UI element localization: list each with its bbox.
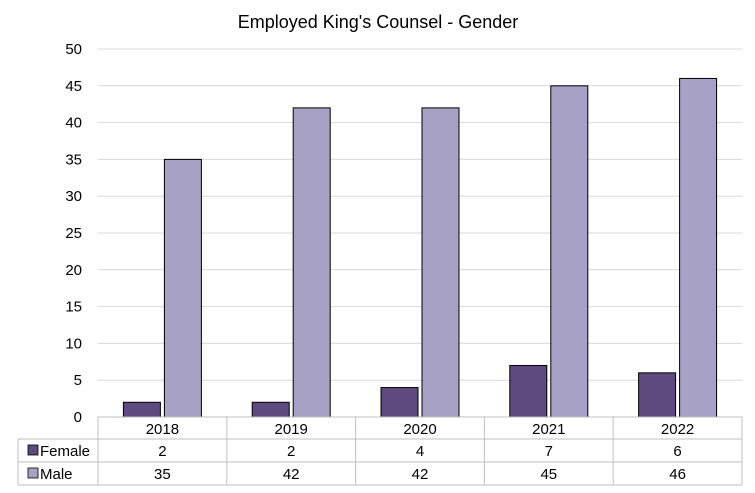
y-axis-ticks: 0 5 10 15 20 25 30 35 40 45 50 (65, 41, 82, 426)
y-tick-label: 20 (65, 262, 82, 279)
y-tick-label: 45 (65, 78, 82, 95)
x-tick-label: 2018 (146, 421, 179, 438)
y-tick-label: 30 (65, 188, 82, 205)
y-tick-label: 35 (65, 151, 82, 168)
y-tick-label: 25 (65, 225, 82, 242)
bar-male-2021 (550, 85, 589, 418)
bar-male-2019 (292, 107, 331, 418)
data-label-male: 46 (669, 466, 686, 483)
y-tick-label: 5 (74, 372, 82, 389)
data-label-female: 7 (545, 443, 553, 460)
y-tick-label: 40 (65, 115, 82, 132)
gridlines (98, 48, 742, 381)
x-tick-label: 2021 (532, 421, 565, 438)
data-label-male: 42 (283, 466, 300, 483)
bar-female-2020 (380, 387, 419, 418)
y-tick-label: 10 (65, 335, 82, 352)
x-tick-label: 2022 (661, 421, 694, 438)
data-label-female: 4 (416, 443, 424, 460)
bar-female-2019 (251, 401, 290, 418)
bar-female-2018 (122, 401, 161, 418)
legend-swatch-male (27, 467, 39, 479)
bar-male-2018 (163, 158, 202, 418)
data-table: 2018 2019 2020 2021 2022 Female 2 2 4 7 6 Male 35 42 4… (17, 417, 743, 486)
data-label-male: 45 (540, 466, 557, 483)
x-tick-label: 2019 (275, 421, 308, 438)
y-tick-label: 50 (65, 41, 82, 58)
bars (122, 77, 718, 418)
bar-male-2022 (679, 77, 718, 418)
data-label-female: 2 (158, 443, 166, 460)
y-tick-label: 0 (74, 409, 82, 426)
data-label-male: 35 (154, 466, 171, 483)
bar-female-2022 (638, 372, 677, 418)
data-label-female: 2 (287, 443, 295, 460)
chart-title: Employed King's Counsel - Gender (238, 12, 519, 32)
x-tick-label: 2020 (403, 421, 436, 438)
data-label-female: 6 (673, 443, 681, 460)
legend-label-male: Male (40, 466, 73, 483)
bar-female-2021 (509, 364, 548, 418)
legend-label-female: Female (40, 443, 90, 460)
y-tick-label: 15 (65, 299, 82, 316)
bar-male-2020 (421, 107, 460, 418)
data-label-male: 42 (412, 466, 429, 483)
legend-swatch-female (27, 444, 39, 456)
